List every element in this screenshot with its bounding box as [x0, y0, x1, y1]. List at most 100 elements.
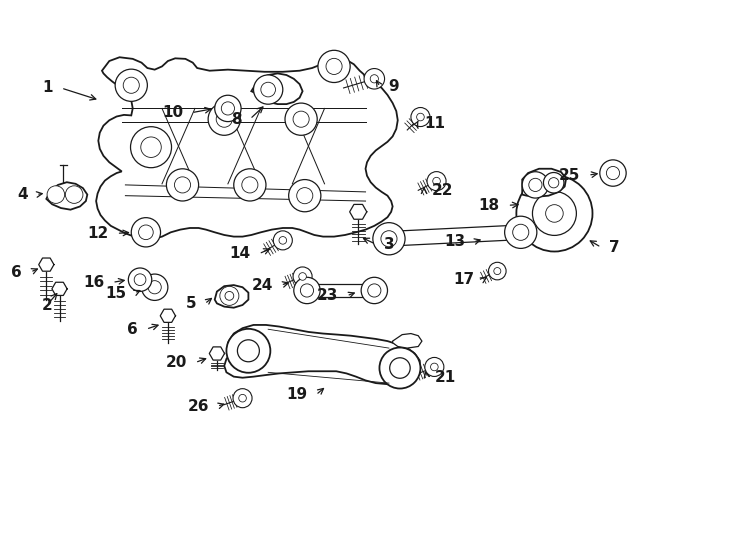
Circle shape [600, 160, 626, 186]
Circle shape [300, 284, 313, 297]
Circle shape [293, 111, 309, 127]
Circle shape [288, 180, 321, 212]
Text: 13: 13 [444, 234, 465, 249]
Text: 8: 8 [231, 112, 242, 127]
Circle shape [65, 186, 83, 204]
Text: 11: 11 [425, 116, 446, 131]
Text: 9: 9 [388, 79, 399, 94]
Polygon shape [46, 182, 87, 210]
Circle shape [175, 177, 191, 193]
Circle shape [532, 192, 576, 235]
Polygon shape [39, 258, 54, 271]
Text: 25: 25 [559, 168, 580, 183]
Circle shape [233, 169, 266, 201]
Circle shape [548, 178, 559, 188]
Circle shape [47, 186, 65, 204]
Circle shape [297, 187, 313, 204]
Circle shape [123, 77, 139, 93]
Text: 10: 10 [162, 105, 184, 120]
Circle shape [299, 273, 306, 280]
Circle shape [427, 172, 446, 191]
Circle shape [273, 231, 292, 250]
Text: 20: 20 [166, 355, 187, 370]
Text: 17: 17 [454, 272, 475, 287]
Circle shape [226, 329, 270, 373]
Text: 2: 2 [42, 298, 52, 313]
Circle shape [222, 102, 234, 115]
Polygon shape [251, 73, 302, 104]
Circle shape [606, 166, 619, 180]
Circle shape [167, 169, 199, 201]
Circle shape [253, 75, 283, 104]
Circle shape [141, 137, 161, 158]
Text: 15: 15 [105, 286, 126, 301]
Polygon shape [225, 325, 420, 384]
Text: 22: 22 [432, 183, 454, 198]
Circle shape [237, 340, 259, 362]
Circle shape [279, 237, 286, 244]
Text: 18: 18 [479, 198, 500, 213]
Text: 1: 1 [43, 80, 53, 96]
Polygon shape [393, 334, 422, 348]
Polygon shape [52, 282, 67, 295]
Polygon shape [215, 285, 248, 308]
Circle shape [425, 357, 444, 376]
Circle shape [505, 216, 537, 248]
Polygon shape [96, 57, 398, 239]
Text: 21: 21 [435, 370, 457, 385]
Circle shape [489, 262, 506, 280]
Text: 3: 3 [384, 237, 394, 252]
Circle shape [115, 69, 148, 102]
Circle shape [411, 107, 430, 126]
Circle shape [285, 103, 317, 136]
Text: 6: 6 [127, 322, 138, 337]
Circle shape [215, 95, 241, 122]
Circle shape [433, 177, 440, 185]
Circle shape [131, 127, 172, 168]
Circle shape [417, 113, 424, 121]
Circle shape [370, 75, 379, 83]
Circle shape [139, 225, 153, 240]
Circle shape [131, 218, 161, 247]
Circle shape [142, 274, 168, 300]
Circle shape [543, 172, 564, 193]
Text: 23: 23 [317, 288, 338, 303]
Text: 12: 12 [87, 226, 109, 241]
Text: 6: 6 [12, 265, 22, 280]
Circle shape [522, 172, 548, 198]
Circle shape [545, 205, 563, 222]
Text: 19: 19 [287, 388, 308, 402]
Circle shape [494, 267, 501, 275]
Circle shape [528, 178, 542, 192]
Polygon shape [524, 179, 585, 247]
Text: 4: 4 [18, 187, 28, 202]
Polygon shape [160, 309, 175, 322]
Circle shape [512, 224, 528, 240]
Circle shape [390, 358, 410, 379]
Text: 7: 7 [609, 240, 620, 255]
Circle shape [379, 348, 421, 388]
Circle shape [208, 103, 240, 136]
Circle shape [318, 50, 350, 83]
Circle shape [220, 286, 239, 306]
Circle shape [364, 69, 385, 89]
Circle shape [293, 267, 312, 286]
Circle shape [431, 363, 438, 371]
Polygon shape [209, 347, 225, 360]
Circle shape [134, 274, 146, 286]
Text: 16: 16 [83, 275, 104, 290]
Text: 24: 24 [251, 278, 272, 293]
Text: 14: 14 [230, 246, 251, 261]
Circle shape [148, 281, 161, 294]
Circle shape [381, 231, 397, 247]
Polygon shape [349, 205, 367, 219]
Circle shape [326, 58, 342, 75]
Circle shape [373, 222, 405, 255]
Text: 5: 5 [186, 296, 197, 312]
Circle shape [368, 284, 381, 297]
Circle shape [361, 277, 388, 303]
Circle shape [217, 111, 232, 127]
Circle shape [225, 292, 233, 300]
Circle shape [239, 394, 247, 402]
Text: 26: 26 [187, 399, 209, 414]
